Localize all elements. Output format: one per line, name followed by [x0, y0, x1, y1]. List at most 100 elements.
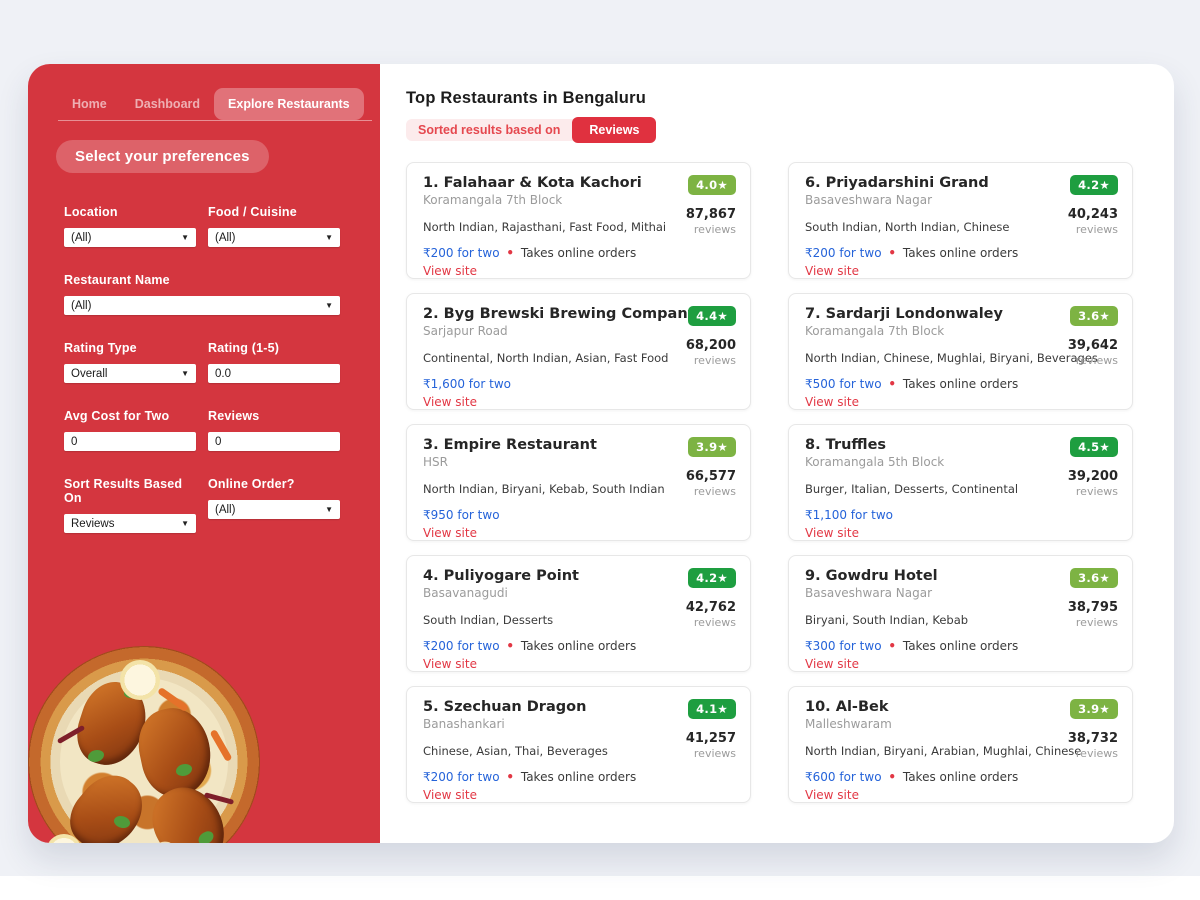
chicken-piece — [58, 763, 156, 843]
sorted-results-value-chip: Reviews — [572, 117, 657, 143]
restaurant-cuisines: Burger, Italian, Desserts, Continental — [805, 482, 1019, 496]
reviews-count: 87,867 — [685, 207, 736, 222]
reviews-count: 41,257 — [685, 731, 736, 746]
restaurant-name-select[interactable]: (All) ▼ — [64, 296, 340, 315]
separator-dot: • — [506, 639, 515, 653]
restaurant-cuisines: North Indian, Biryani, Arabian, Mughlai,… — [805, 744, 1082, 758]
restaurant-area: Sarjapur Road — [423, 324, 508, 338]
restaurant-area: Koramangala 7th Block — [805, 324, 945, 338]
chevron-down-icon: ▼ — [181, 519, 189, 528]
online-orders-text: Takes online orders — [520, 246, 637, 260]
online-orders-text: Takes online orders — [520, 639, 637, 653]
location-label: Location — [64, 205, 118, 219]
cilantro-garnish — [88, 750, 104, 762]
tab-dashboard[interactable]: Dashboard — [134, 97, 201, 111]
reviews-count: 39,642 — [1067, 338, 1118, 353]
separator-dot: • — [888, 639, 897, 653]
restaurant-name: 9. Gowdru Hotel — [805, 568, 938, 584]
restaurant-card: 3. Empire Restaurant HSR North Indian, B… — [406, 424, 751, 541]
reviews-caption: reviews — [693, 223, 736, 236]
rating-badge: 3.9★ — [688, 437, 736, 457]
restaurant-cuisines: South Indian, North Indian, Chinese — [805, 220, 1010, 234]
restaurant-area: Malleshwaram — [805, 717, 892, 731]
tab-home[interactable]: Home — [72, 97, 107, 111]
view-site-link[interactable]: View site — [805, 657, 859, 671]
cuisine-select[interactable]: (All) ▼ — [208, 228, 340, 247]
tab-explore-restaurants[interactable]: Explore Restaurants — [214, 88, 364, 120]
filter-online-order: Online Order? (All) ▼ — [208, 477, 340, 533]
view-site-link[interactable]: View site — [805, 264, 859, 278]
avg-cost-label: Avg Cost for Two — [64, 409, 170, 423]
restaurant-area: HSR — [423, 455, 448, 469]
reviews-caption: reviews — [1075, 616, 1118, 629]
price-for-two: ₹1,600 for two — [423, 377, 511, 391]
rating-block: 3.6★ 39,642 reviews — [1068, 306, 1118, 367]
reviews-caption: reviews — [693, 747, 736, 760]
price-line: ₹600 for two • Takes online orders — [805, 770, 1116, 784]
sort-by-label: Sort Results Based On — [64, 477, 183, 505]
nav-tabs: Home Dashboard Explore Restaurants — [58, 88, 372, 121]
online-orders-text: Takes online orders — [520, 770, 637, 784]
reviews-count: 66,577 — [685, 469, 736, 484]
filter-location: Location (All) ▼ — [64, 205, 196, 247]
online-order-select[interactable]: (All) ▼ — [208, 500, 340, 519]
view-site-link[interactable]: View site — [423, 788, 477, 802]
main-content: Top Restaurants in Bengaluru Sorted resu… — [380, 64, 1174, 843]
rating-block: 3.9★ 38,732 reviews — [1068, 699, 1118, 760]
carrot-sliver — [209, 729, 233, 762]
price-for-two: ₹200 for two — [423, 639, 500, 653]
price-line: ₹1,600 for two — [423, 377, 734, 391]
location-select[interactable]: (All) ▼ — [64, 228, 196, 247]
price-for-two: ₹200 for two — [423, 770, 500, 784]
reviews-count: 38,732 — [1067, 731, 1118, 746]
reviews-label: Reviews — [208, 409, 260, 423]
sort-by-select[interactable]: Reviews ▼ — [64, 514, 196, 533]
restaurant-area: Basaveshwara Nagar — [805, 586, 933, 600]
rating-block: 3.6★ 38,795 reviews — [1068, 568, 1118, 629]
separator-dot: • — [888, 246, 897, 260]
reviews-caption: reviews — [693, 485, 736, 498]
restaurant-card: 4. Puliyogare Point Basavanagudi South I… — [406, 555, 751, 672]
location-value: (All) — [71, 231, 92, 244]
view-site-link[interactable]: View site — [805, 395, 859, 409]
restaurant-name: 10. Al-Bek — [805, 699, 889, 715]
restaurant-name: 4. Puliyogare Point — [423, 568, 579, 584]
rating-input[interactable]: 0.0 — [208, 364, 340, 383]
view-site-link[interactable]: View site — [423, 657, 477, 671]
restaurant-cuisines: North Indian, Chinese, Mughlai, Biryani,… — [805, 351, 1098, 365]
filter-avg-cost: Avg Cost for Two 0 — [64, 409, 196, 451]
filter-rating-type: Rating Type Overall ▼ — [64, 341, 196, 383]
online-orders-text: Takes online orders — [902, 639, 1019, 653]
restaurant-card: 5. Szechuan Dragon Banashankari Chinese,… — [406, 686, 751, 803]
view-site-link[interactable]: View site — [805, 788, 859, 802]
view-site-link[interactable]: View site — [805, 526, 859, 540]
reviews-caption: reviews — [1075, 747, 1118, 760]
sort-by-value: Reviews — [71, 517, 115, 530]
restaurant-name: 2. Byg Brewski Brewing Company — [423, 306, 698, 322]
rating-badge: 3.9★ — [1070, 699, 1118, 719]
restaurant-area: Koramangala 5th Block — [805, 455, 945, 469]
rating-badge: 4.5★ — [1070, 437, 1118, 457]
view-site-link[interactable]: View site — [423, 264, 477, 278]
view-site-link[interactable]: View site — [423, 526, 477, 540]
cilantro-garnish — [176, 764, 192, 776]
banana-slice — [120, 660, 160, 700]
price-for-two: ₹500 for two — [805, 377, 882, 391]
rating-badge: 4.2★ — [688, 568, 736, 588]
rating-type-select[interactable]: Overall ▼ — [64, 364, 196, 383]
restaurant-card: 8. Truffles Koramangala 5th Block Burger… — [788, 424, 1133, 541]
filter-sort-by: Sort Results Based On Reviews ▼ — [64, 477, 196, 533]
rating-badge: 4.4★ — [688, 306, 736, 326]
avg-cost-input[interactable]: 0 — [64, 432, 196, 451]
sidebar: Home Dashboard Explore Restaurants Selec… — [28, 64, 380, 843]
restaurant-grid: 1. Falahaar & Kota Kachori Koramangala 7… — [406, 162, 1134, 803]
view-site-link[interactable]: View site — [423, 395, 477, 409]
restaurant-cuisines: Biryani, South Indian, Kebab — [805, 613, 969, 627]
online-orders-text: Takes online orders — [902, 377, 1019, 391]
online-orders-text: Takes online orders — [902, 770, 1019, 784]
biryani-plate-image — [28, 646, 260, 843]
restaurant-name: 1. Falahaar & Kota Kachori — [423, 175, 642, 191]
rating-block: 4.4★ 68,200 reviews — [686, 306, 736, 367]
reviews-input[interactable]: 0 — [208, 432, 340, 451]
price-line: ₹200 for two • Takes online orders — [805, 246, 1116, 260]
